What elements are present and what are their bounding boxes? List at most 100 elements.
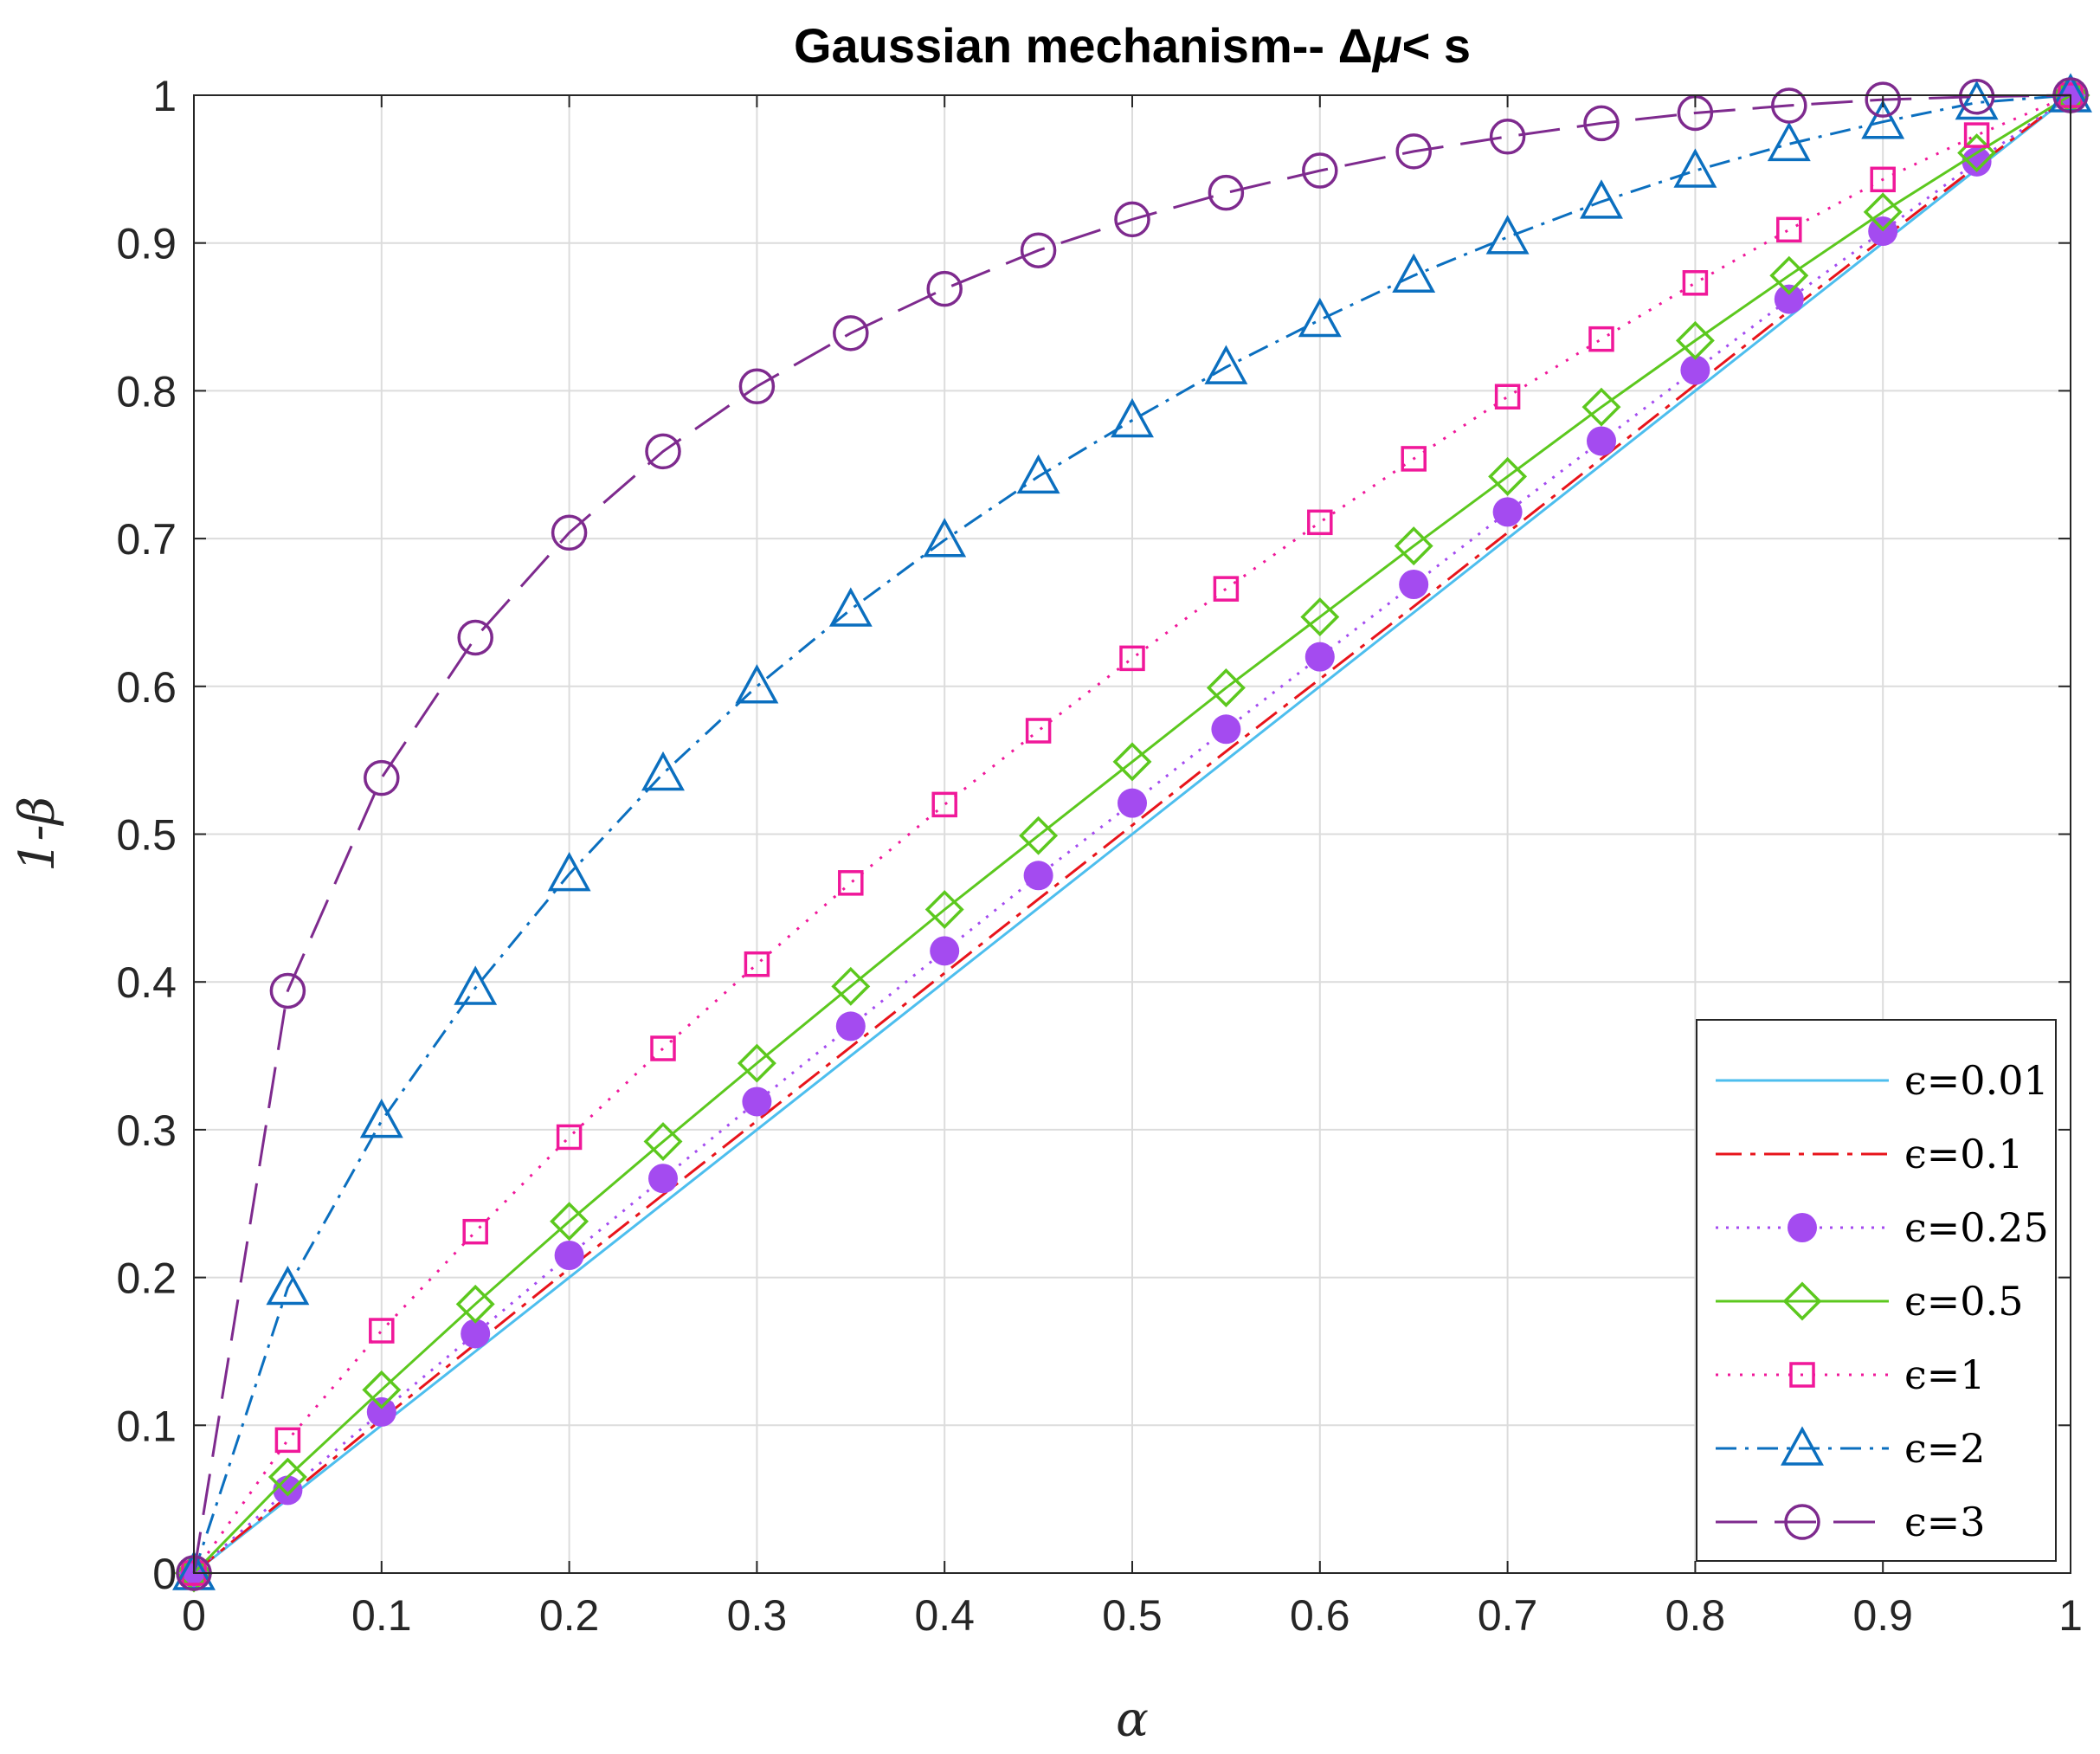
legend-label: ϵ=0.25 <box>1904 1204 2049 1251</box>
data-point <box>1767 121 1811 162</box>
series-line <box>192 94 2071 1575</box>
data-point <box>1958 78 1995 115</box>
data-point <box>648 1164 678 1194</box>
data-point <box>645 433 681 470</box>
title-mu: μ <box>1371 18 1402 73</box>
data-point <box>267 1457 307 1497</box>
y-tick-label: 0.7 <box>116 515 177 564</box>
x-tick-label: 0.4 <box>914 1591 975 1640</box>
legend-label: ϵ=3 <box>1904 1499 1986 1545</box>
data-point <box>1206 668 1246 707</box>
y-tick-label: 0.3 <box>116 1106 177 1155</box>
data-point <box>744 951 770 977</box>
data-point <box>828 587 873 627</box>
data-point <box>1863 192 1903 232</box>
data-point <box>1865 81 1901 118</box>
data-point <box>1394 526 1433 566</box>
data-point <box>1581 387 1621 427</box>
data-point <box>1020 232 1057 268</box>
x-tick-label: 0.2 <box>539 1591 600 1640</box>
series-2 <box>193 94 2071 1575</box>
data-point <box>1587 426 1616 456</box>
legend-items: ϵ=0.01 ϵ=0.1 ϵ=0.25 ϵ=0.5 ϵ=1 ϵ=2 ϵ=3 <box>1716 1057 2049 1545</box>
legend-label: ϵ=0.1 <box>1904 1131 2023 1177</box>
data-point <box>1023 861 1053 891</box>
y-tick-label: 0.2 <box>116 1254 177 1303</box>
data-point <box>1300 597 1340 637</box>
data-point <box>1492 497 1523 527</box>
data-point <box>930 936 960 966</box>
data-point <box>1211 714 1241 745</box>
data-point <box>1111 397 1154 438</box>
data-point <box>738 368 776 405</box>
legend-marker <box>1782 1281 1822 1321</box>
data-point <box>833 315 869 351</box>
series-1 <box>193 94 2071 1575</box>
data-point <box>457 619 493 656</box>
legend-label: ϵ=2 <box>1904 1425 1986 1472</box>
data-point <box>1494 384 1521 409</box>
title-delta: Δ <box>1338 18 1373 73</box>
data-point <box>369 1318 395 1344</box>
y-tick-label: 0.9 <box>116 220 177 268</box>
series-6 <box>172 73 2092 1590</box>
data-point <box>1302 152 1338 189</box>
data-point <box>1774 284 1804 314</box>
data-point <box>1776 216 1802 243</box>
data-point <box>643 1122 683 1162</box>
legend-label: ϵ=0.01 <box>1904 1057 2049 1104</box>
data-point <box>1588 326 1614 352</box>
series-line <box>192 94 2071 1574</box>
data-point <box>1955 80 1999 120</box>
legend-box <box>1696 1019 2057 1562</box>
y-tick-label: 0 <box>152 1550 177 1598</box>
data-point <box>1298 297 1342 338</box>
y-tick-label: 0.8 <box>116 367 177 416</box>
data-point <box>454 965 498 1005</box>
legend-marker <box>1781 1426 1824 1466</box>
legend-item: ϵ=1 <box>1716 1351 1986 1398</box>
data-point <box>835 1011 866 1041</box>
data-point <box>364 759 400 796</box>
data-point <box>461 1319 491 1349</box>
legend-marker <box>1784 1504 1820 1540</box>
y-tick-label: 0.4 <box>116 958 177 1007</box>
data-point <box>1401 446 1427 472</box>
data-point <box>1025 718 1052 744</box>
data-point <box>266 1265 310 1306</box>
series-4 <box>174 75 2090 1593</box>
data-point <box>1114 201 1150 238</box>
data-point <box>1580 179 1623 219</box>
data-point <box>1488 456 1528 496</box>
legend-item: ϵ=0.01 <box>1716 1057 2049 1104</box>
legend-marker <box>1789 1362 1815 1388</box>
data-point <box>641 751 685 791</box>
data-point <box>1395 133 1432 170</box>
data-point <box>931 791 957 818</box>
data-point <box>366 1396 396 1427</box>
legend-label: ϵ=0.5 <box>1904 1278 2023 1325</box>
title-prefix: Gaussian mechanism-- <box>794 18 1338 73</box>
data-point <box>551 514 588 551</box>
data-point <box>1489 119 1526 155</box>
data-point <box>1861 100 1905 139</box>
legend-marker <box>1788 1213 1817 1242</box>
data-point <box>923 518 967 558</box>
y-tick-label: 1 <box>152 72 177 120</box>
data-point <box>1769 255 1809 295</box>
data-point <box>1208 174 1245 211</box>
data-point <box>1485 215 1530 255</box>
x-tick-label: 1 <box>2058 1591 2083 1640</box>
legend-item: ϵ=0.5 <box>1716 1278 2023 1325</box>
data-point <box>1963 122 1990 148</box>
x-tick-label: 0.8 <box>1665 1591 1726 1640</box>
x-tick-label: 0.9 <box>1852 1591 1913 1640</box>
data-point <box>1675 320 1715 360</box>
legend-item: ϵ=3 <box>1716 1499 1986 1545</box>
data-point <box>742 1087 772 1117</box>
data-point <box>1680 355 1710 385</box>
y-axis-label: 1-β <box>10 796 66 872</box>
data-point <box>547 851 591 892</box>
data-point <box>556 1124 583 1151</box>
